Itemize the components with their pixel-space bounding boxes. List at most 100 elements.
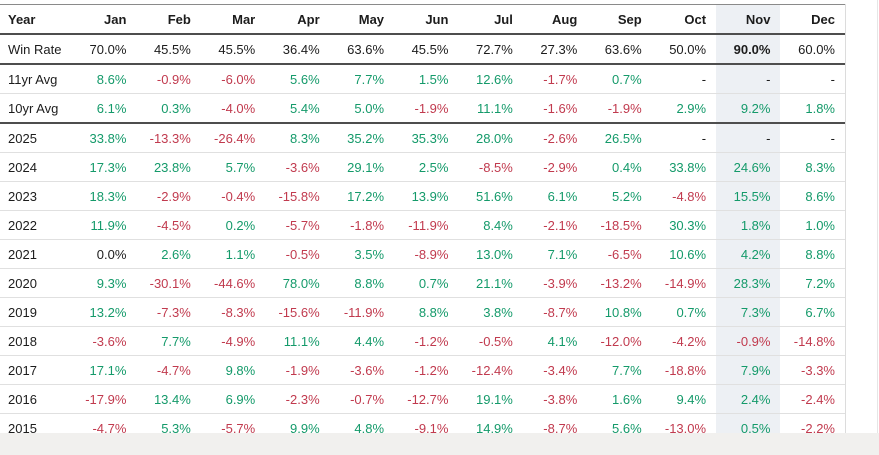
value-cell: -8.7% <box>522 297 588 327</box>
value-cell: -4.7% <box>136 355 201 385</box>
value-cell: -3.3% <box>780 355 845 385</box>
value-cell: 7.7% <box>136 326 201 356</box>
value-cell: 7.7% <box>587 355 652 385</box>
value-cell: -6.0% <box>200 64 266 94</box>
value-cell: -2.6% <box>522 123 588 153</box>
value-cell: 7.1% <box>522 239 588 269</box>
value-cell: 35.3% <box>394 123 459 153</box>
col-header-year: Year <box>0 4 73 35</box>
value-cell: -3.9% <box>522 268 588 298</box>
value-cell: -2.4% <box>780 384 845 414</box>
value-cell: 28.3% <box>716 268 781 298</box>
value-cell: -0.5% <box>458 326 523 356</box>
value-cell: 1.6% <box>587 384 652 414</box>
value-cell: 26.5% <box>587 123 652 153</box>
table-header: Year Jan Feb Mar Apr May Jun Jul Aug Sep Oct Nov Dec <box>0 4 845 35</box>
value-cell: -12.7% <box>394 384 459 414</box>
col-header-jan: Jan <box>72 4 137 35</box>
value-cell: -9.1% <box>414 421 449 436</box>
value-cell: -13.3% <box>136 123 201 153</box>
value-cell: 5.3% <box>161 421 191 436</box>
value-cell: 5.2% <box>587 181 652 211</box>
value-cell: 4.1% <box>522 326 588 356</box>
row-label: 10yr Avg <box>0 93 73 124</box>
row-label: 2023 <box>0 181 73 211</box>
value-cell: - <box>780 64 845 94</box>
value-cell: 6.1% <box>522 181 588 211</box>
col-header-sep: Sep <box>587 4 652 35</box>
value-cell: 2.6% <box>136 239 201 269</box>
row-label: 2025 <box>0 123 73 153</box>
table-row: 10yr Avg 6.1% 0.3% -4.0% 5.4% 5.0% -1.9% 11.1% -… <box>0 93 845 124</box>
value-cell: -1.2% <box>394 326 459 356</box>
value-cell: -3.8% <box>522 384 588 414</box>
table-row: 2021 0.0% 2.6% 1.1% -0.5% 3.5% -8.9% 13.0% 7.1% -… <box>0 239 845 269</box>
value-cell: 8.6% <box>780 181 845 211</box>
value-cell: -1.9% <box>265 355 330 385</box>
value-cell: 17.2% <box>329 181 395 211</box>
value-cell: 72.7% <box>458 34 523 65</box>
value-cell: -30.1% <box>136 268 201 298</box>
value-cell: 7.7% <box>329 64 395 94</box>
col-header-mar: Mar <box>200 4 266 35</box>
value-cell: -12.0% <box>587 326 652 356</box>
value-cell: 23.8% <box>136 152 201 182</box>
value-cell: 10.8% <box>587 297 652 327</box>
value-cell: 13.0% <box>458 239 523 269</box>
value-cell: -4.7% <box>92 421 127 436</box>
value-cell: -3.4% <box>522 355 588 385</box>
value-cell: 8.3% <box>780 152 845 182</box>
value-cell: 11.1% <box>265 326 330 356</box>
value-cell: 51.6% <box>458 181 523 211</box>
value-cell: 63.6% <box>587 34 652 65</box>
value-cell: -1.6% <box>522 93 588 124</box>
seasonality-table-container: Year Jan Feb Mar Apr May Jun Jul Aug Sep Oct Nov Dec… <box>0 4 846 442</box>
value-cell: 9.9% <box>290 421 320 436</box>
value-cell: -8.5% <box>458 152 523 182</box>
value-cell: 70.0% <box>72 34 137 65</box>
value-cell: 4.8% <box>354 421 385 436</box>
value-cell: 6.9% <box>200 384 266 414</box>
value-cell: 45.5% <box>394 34 459 65</box>
value-cell: -15.8% <box>265 181 330 211</box>
table-row: 2024 17.3% 23.8% 5.7% -3.6% 29.1% 2.5% -8.5% -2.… <box>0 152 845 182</box>
value-cell: 0.4% <box>587 152 652 182</box>
value-cell: -0.9% <box>716 326 781 356</box>
value-cell: -4.2% <box>651 326 717 356</box>
value-cell: 4.2% <box>716 239 781 269</box>
row-label: 11yr Avg <box>0 64 73 94</box>
table-row: 2015 -4.7% 5.3% -5.7% 9.9% 4.8% -9.1% 14.9% -8.7… <box>0 413 845 442</box>
value-cell: -26.4% <box>200 123 266 153</box>
value-cell: -2.2% <box>801 421 835 436</box>
header-row: Year Jan Feb Mar Apr May Jun Jul Aug Sep Oct Nov Dec <box>0 4 845 35</box>
col-header-jul: Jul <box>458 4 523 35</box>
value-cell: 2.4% <box>716 384 781 414</box>
value-cell: 0.2% <box>200 210 266 240</box>
col-header-dec: Dec <box>780 4 845 35</box>
row-label: Win Rate <box>0 34 73 65</box>
col-header-apr: Apr <box>265 4 330 35</box>
value-cell: -8.9% <box>394 239 459 269</box>
value-cell: -1.9% <box>587 93 652 124</box>
value-cell: - <box>716 64 781 94</box>
value-cell: -4.0% <box>200 93 266 124</box>
row-label: 2017 <box>0 355 73 385</box>
value-cell: -11.9% <box>329 297 395 327</box>
value-cell: 9.8% <box>200 355 266 385</box>
value-cell: 15.5% <box>716 181 781 211</box>
row-label: 2016 <box>0 384 73 414</box>
value-cell: 3.8% <box>458 297 523 327</box>
value-cell: 12.6% <box>458 64 523 94</box>
table-row: 2018 -3.6% 7.7% -4.9% 11.1% 4.4% -1.2% -0.5% 4.1… <box>0 326 845 356</box>
value-cell: 9.3% <box>72 268 137 298</box>
value-cell: 1.0% <box>780 210 845 240</box>
value-cell: -13.2% <box>587 268 652 298</box>
value-cell: 7.2% <box>780 268 845 298</box>
value-cell: -2.3% <box>265 384 330 414</box>
table-row: 2020 9.3% -30.1% -44.6% 78.0% 8.8% 0.7% 21.1% -3… <box>0 268 845 298</box>
value-cell: 24.6% <box>716 152 781 182</box>
value-cell: 13.2% <box>72 297 137 327</box>
value-cell: 21.1% <box>458 268 523 298</box>
value-cell: -1.2% <box>394 355 459 385</box>
value-cell: 33.8% <box>651 152 717 182</box>
